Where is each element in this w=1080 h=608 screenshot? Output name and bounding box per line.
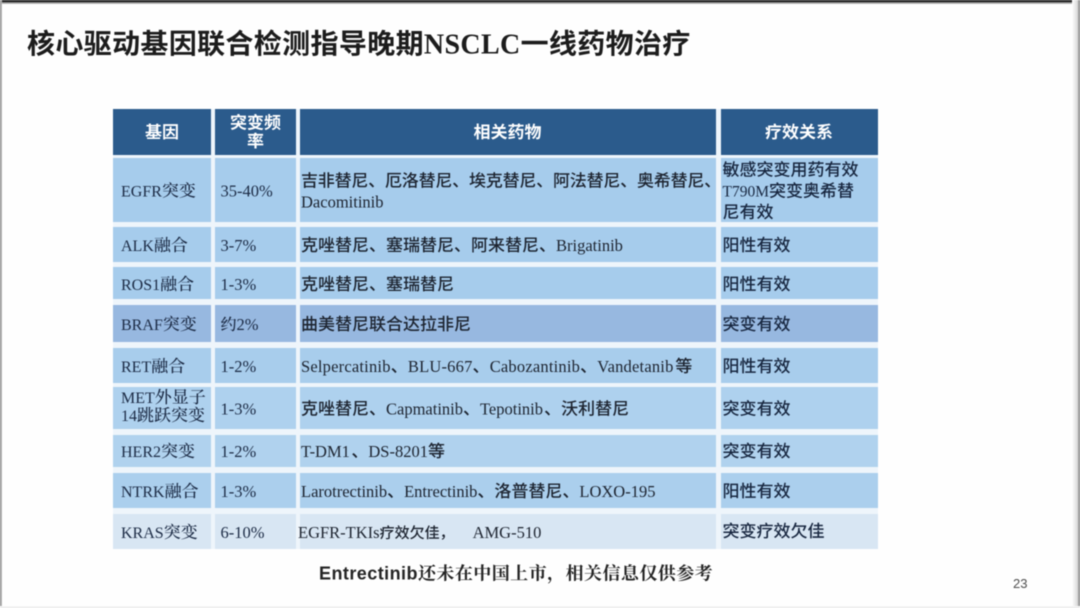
svg-text:BLU-667: BLU-667 (408, 357, 473, 376)
svg-text:T790M: T790M (723, 184, 770, 201)
svg-text:BRAF: BRAF (121, 317, 163, 334)
svg-text:HER2: HER2 (121, 444, 161, 461)
svg-text:Brigatinib: Brigatinib (556, 236, 623, 255)
svg-text:ROS1: ROS1 (121, 277, 160, 294)
svg-text:Selpercatinib: Selpercatinib (301, 357, 391, 376)
svg-text:AMG-510: AMG-510 (473, 523, 542, 542)
svg-text:KRAS: KRAS (121, 525, 164, 542)
svg-text:1-2%: 1-2% (221, 442, 257, 461)
svg-text:35-40%: 35-40% (221, 182, 273, 201)
svg-text:EGFR-TKIs: EGFR-TKIs (298, 523, 380, 542)
svg-text:T-DM1: T-DM1 (301, 442, 350, 461)
svg-text:1-3%: 1-3% (221, 275, 257, 294)
svg-text:Cabozantinib: Cabozantinib (490, 357, 580, 376)
svg-text:DS-8201: DS-8201 (368, 442, 428, 461)
svg-text:LOXO-195: LOXO-195 (579, 482, 655, 501)
svg-text:1-3%: 1-3% (221, 482, 257, 501)
svg-text:MET: MET (121, 390, 155, 407)
svg-text:23: 23 (1013, 576, 1027, 591)
svg-text:NSCLC: NSCLC (424, 30, 521, 61)
svg-text:Vandetanib: Vandetanib (597, 357, 673, 376)
svg-text:1-2%: 1-2% (221, 357, 257, 376)
svg-text:RET: RET (121, 359, 151, 376)
svg-text:14: 14 (121, 408, 137, 425)
svg-text:NTRK: NTRK (121, 484, 165, 501)
svg-text:Entrectinib: Entrectinib (404, 482, 477, 501)
svg-text:Entrectinib: Entrectinib (319, 564, 418, 584)
svg-text:EGFR: EGFR (121, 184, 162, 201)
svg-text:Capmatinib: Capmatinib (386, 400, 463, 419)
svg-text:6-10%: 6-10% (221, 523, 265, 542)
svg-text:Larotrectinib: Larotrectinib (301, 482, 387, 501)
svg-text:Dacomitinib: Dacomitinib (301, 193, 383, 212)
svg-text:1-3%: 1-3% (221, 400, 257, 419)
svg-text:2%: 2% (237, 315, 259, 334)
svg-text:3-7%: 3-7% (221, 236, 257, 255)
svg-text:Tepotinib: Tepotinib (480, 400, 543, 419)
svg-text:ALK: ALK (121, 238, 154, 255)
